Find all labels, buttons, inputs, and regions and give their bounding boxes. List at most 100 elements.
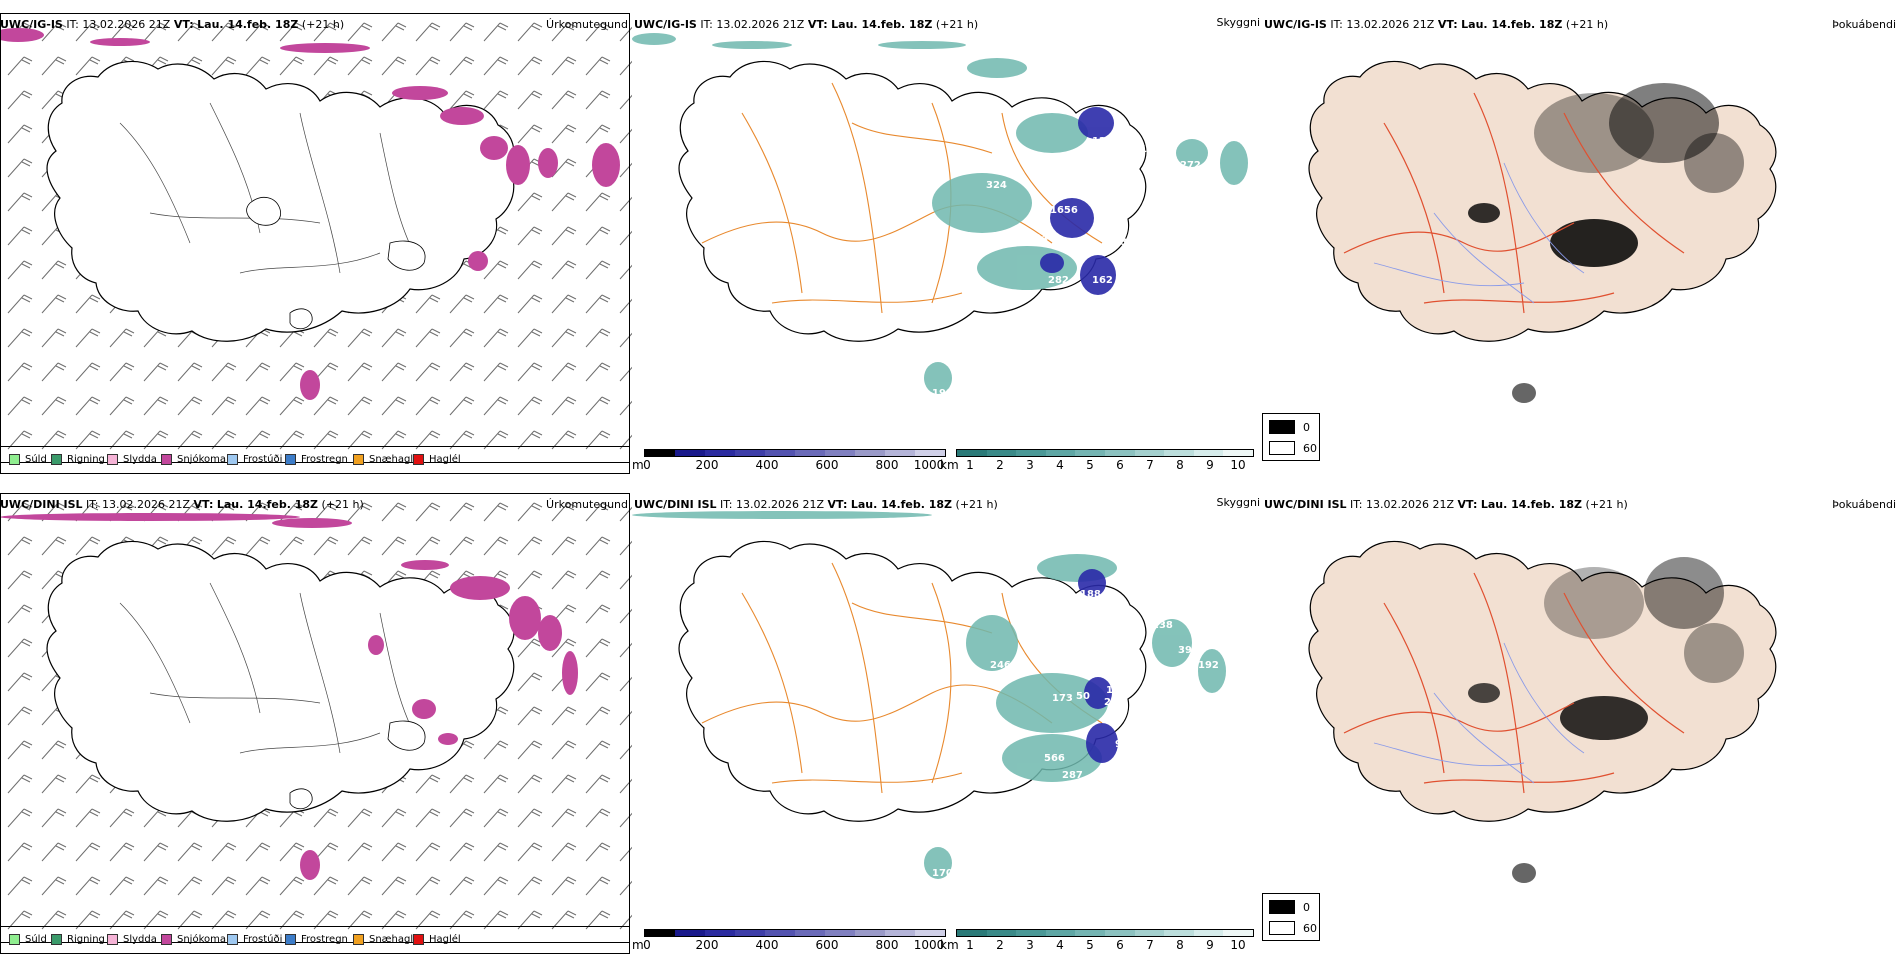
cloud-base-label: 40 <box>950 243 964 254</box>
visibility-map[interactable]: 122 112 272 324 1656 1834 40 188 110 282… <box>632 13 1264 463</box>
cloud-base-label: 1834 <box>1020 233 1048 244</box>
cloud-base-label: 170 <box>932 868 953 879</box>
parameter-name: Þokuábendi <box>1832 498 1896 511</box>
fog-index-panel: UWC/IG-IS IT: 13.02.2026 21Z VT: Lau. 14… <box>1264 13 1900 488</box>
panel-title: UWC/DINI ISL IT: 13.02.2026 21Z VT: Lau.… <box>1264 498 1628 511</box>
visibility-swatch-2 <box>1016 930 1046 936</box>
cloud-base-label: 188 <box>1106 237 1127 248</box>
ceiling-swatch-1 <box>675 450 705 456</box>
cloud-base-label: 246 <box>990 660 1011 671</box>
iceland-outline <box>46 60 515 342</box>
cloud-base-label: 162 <box>1092 275 1113 286</box>
ceiling-swatch-7 <box>855 450 885 456</box>
cloud-base-label: 102 <box>1106 685 1127 696</box>
visibility-swatch-3 <box>1045 930 1076 936</box>
parameter-name: Skyggni <box>1216 16 1260 29</box>
cloud-base-label: 566 <box>1044 753 1065 764</box>
low-visibility-areas <box>632 33 1248 394</box>
visibility-swatch-3 <box>1045 450 1076 456</box>
visibility-swatch-9 <box>1223 930 1253 936</box>
parameter-name: Skyggni <box>1216 496 1260 509</box>
panel-title: UWC/IG-IS IT: 13.02.2026 21Z VT: Lau. 14… <box>1264 18 1609 31</box>
snow-areas <box>0 513 578 880</box>
visibility-swatch-1 <box>986 930 1017 936</box>
cloud-base-label: 198 <box>932 388 953 399</box>
ceiling-swatch-5 <box>795 930 825 936</box>
precip-map[interactable] <box>0 13 632 463</box>
ceiling-swatch-9 <box>915 930 945 936</box>
cloud-base-label: 282 <box>1048 275 1069 286</box>
ceiling-swatch-4 <box>765 930 795 936</box>
legend-item-drizzle: Súld <box>9 454 47 465</box>
visibility-swatch-1 <box>986 450 1017 456</box>
cloud-base-label: 43 <box>1095 605 1109 616</box>
cloud-base-label: 173 <box>1052 693 1073 704</box>
ceiling-swatch-3 <box>735 930 765 936</box>
visibility-panel: 188 43 238 246 393 192 173 50 102 297 56… <box>632 493 1320 968</box>
ceiling-swatch-0 <box>645 930 675 936</box>
visibility-swatch-0 <box>957 450 987 456</box>
legend-item-snow-grains: Snæhagl <box>353 454 413 465</box>
cloud-base-label: 192 <box>1198 660 1219 671</box>
ceiling-swatch-0 <box>645 450 675 456</box>
ceiling-swatch-8 <box>885 930 915 936</box>
parameter-name: Úrkomutegund <box>546 18 628 31</box>
ceiling-swatch-4 <box>765 450 795 456</box>
low-visibility-areas <box>632 511 1226 879</box>
ceiling-swatch-2 <box>705 930 735 936</box>
legend-item-snow-grains: Snæhagl <box>353 934 413 945</box>
visibility-swatch-6 <box>1134 930 1165 936</box>
legend-item-drizzle: Súld <box>9 934 47 945</box>
visibility-map[interactable]: 188 43 238 246 393 192 173 50 102 297 56… <box>632 493 1264 943</box>
legend-item-rain: Rigning <box>51 454 105 465</box>
visibility-panel: 122 112 272 324 1656 1834 40 188 110 282… <box>632 13 1320 488</box>
ceiling-colorbar: m 0 200 400 600 800 1000 <box>632 449 946 473</box>
cloud-base-label: 110 <box>1115 259 1136 270</box>
cloud-base-label: 418 <box>1058 289 1079 300</box>
visibility-unit: km <box>940 458 959 472</box>
cloud-base-label: 112 <box>1140 144 1161 155</box>
visibility-swatch-5 <box>1104 450 1135 456</box>
cloud-base-label: 324 <box>986 180 1007 191</box>
fog-index-legend: 0 60 <box>1262 413 1320 461</box>
ceiling-swatch-1 <box>675 930 705 936</box>
low-ceiling-areas <box>1040 107 1116 295</box>
cloud-base-label: 1656 <box>1050 205 1078 216</box>
visibility-swatch-6 <box>1134 450 1165 456</box>
legend-item-rain: Rigning <box>51 934 105 945</box>
low-ceiling-areas <box>1078 569 1118 763</box>
fog-map[interactable] <box>1264 13 1900 463</box>
legend-item-sleet: Slydda <box>107 454 157 465</box>
ceiling-swatch-6 <box>825 930 855 936</box>
panel-title: UWC/DINI ISL IT: 13.02.2026 21Z VT: Lau.… <box>0 498 364 511</box>
visibility-colorbar: km 1 2 3 4 5 6 7 8 9 10 <box>940 449 1256 473</box>
cloud-base-label: 122 <box>1092 136 1113 147</box>
legend-item-freezing-rain: Frostregn <box>285 934 348 945</box>
fog-shading <box>1468 557 1744 883</box>
legend-item-snow: Snjókoma <box>161 934 226 945</box>
fog-map[interactable] <box>1264 493 1900 943</box>
visibility-colorbar: km 1 2 3 4 5 6 7 8 9 10 <box>940 929 1256 953</box>
parameter-name: Þokuábendi <box>1832 18 1896 31</box>
visibility-swatch-8 <box>1193 450 1224 456</box>
legend-item-snow: Snjókoma <box>161 454 226 465</box>
fog-index-legend: 0 60 <box>1262 893 1320 941</box>
ceiling-swatch-6 <box>825 450 855 456</box>
cloud-base-label: 393 <box>1178 645 1199 656</box>
parameter-name: Úrkomutegund <box>546 498 628 511</box>
cloud-base-label: 287 <box>1062 770 1083 781</box>
precip-map[interactable] <box>0 493 632 943</box>
legend-item-hail: Haglél <box>413 934 461 945</box>
cloud-base-label: 297 <box>1104 697 1125 708</box>
ceiling-swatch-2 <box>705 450 735 456</box>
visibility-swatch-4 <box>1075 450 1105 456</box>
legend-item-sleet: Slydda <box>107 934 157 945</box>
fog-index-panel: UWC/DINI ISL IT: 13.02.2026 21Z VT: Lau.… <box>1264 493 1900 968</box>
ceiling-unit: m <box>632 938 644 952</box>
cloud-base-label: 98 <box>1115 739 1129 750</box>
cloud-base-labels: 188 43 238 246 393 192 173 50 102 297 56… <box>932 589 1219 879</box>
cloud-base-label: 238 <box>1152 620 1173 631</box>
visibility-swatch-5 <box>1104 930 1135 936</box>
precip-type-legend: Súld Rigning Slydda Snjókoma Frostúði Fr… <box>0 446 630 474</box>
ceiling-swatch-7 <box>855 930 885 936</box>
